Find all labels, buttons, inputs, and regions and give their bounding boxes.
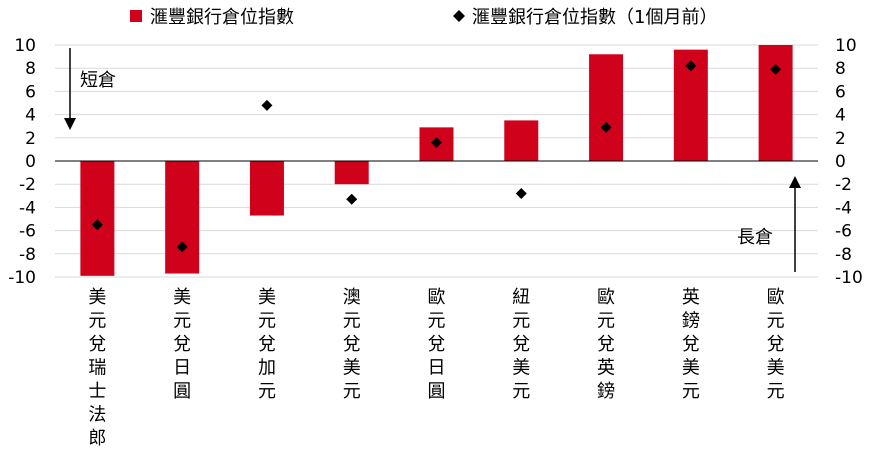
y-tick-label-left: -8 (19, 245, 36, 265)
point-marker (685, 60, 697, 72)
y-tick-label-right: -6 (835, 222, 852, 242)
long-label: 長倉 (737, 227, 773, 248)
x-category-label: 歐元兌日圓 (428, 287, 446, 402)
y-tick-label-left: -4 (19, 198, 36, 218)
bar (249, 161, 284, 216)
long-arrowhead (789, 176, 801, 188)
x-category-label: 紐元兌美元 (512, 287, 530, 402)
y-tick-label-right: -10 (835, 268, 863, 288)
y-tick-label-right: -2 (835, 175, 852, 195)
y-axis-right: 10 8 6 4 2 0 -2 -4 -6 -8 -10 (835, 36, 863, 288)
y-tick-label-right: 6 (835, 82, 846, 102)
y-tick-label-left: 0 (25, 152, 36, 172)
y-tick-label-left: 4 (25, 106, 36, 126)
legend-bar-swatch (130, 10, 142, 22)
bar-series (80, 45, 793, 276)
y-tick-label-left: 6 (25, 82, 36, 102)
bar (504, 120, 539, 161)
x-category-label: 歐元兌美元 (767, 287, 785, 402)
y-axis-left: 10 8 6 4 2 0 -2 -4 -6 -8 -10 (8, 36, 36, 288)
y-tick-label-left: 10 (14, 36, 36, 56)
short-arrowhead (64, 118, 76, 130)
bar (165, 161, 200, 274)
y-tick-label-left: -6 (19, 222, 36, 242)
y-tick-label-left: 8 (25, 59, 36, 79)
y-tick-label-left: -2 (19, 175, 36, 195)
legend-point-label: 滙豐銀行倉位指數（1個月前） (472, 7, 717, 28)
y-tick-label-left: 2 (25, 129, 36, 149)
bar (758, 45, 793, 161)
point-marker (770, 63, 782, 75)
bar (80, 161, 115, 276)
x-category-label: 美元兌加元 (258, 287, 276, 402)
legend-diamond-marker (453, 10, 465, 22)
point-series (91, 60, 782, 253)
y-tick-label-right: 4 (835, 106, 846, 126)
y-tick-label-right: 2 (835, 129, 846, 149)
point-marker (515, 187, 527, 199)
point-marker (261, 99, 273, 111)
point-marker (600, 121, 612, 133)
legend: 滙豐銀行倉位指數 滙豐銀行倉位指數（1個月前） (130, 7, 717, 28)
x-category-label: 英鎊兌美元 (682, 287, 700, 402)
y-tick-label-right: 8 (835, 59, 846, 79)
bar (589, 54, 624, 161)
y-tick-label-right: 10 (835, 36, 857, 56)
y-tick-label-right: -4 (835, 198, 852, 218)
y-tick-label-right: -8 (835, 245, 852, 265)
x-category-label: 美元兌日圓 (173, 287, 191, 402)
x-category-label: 澳元兌美元 (343, 287, 361, 402)
point-marker (346, 193, 358, 205)
long-annotation: 長倉 (737, 176, 801, 272)
x-category-label: 美元兌瑞士法郎 (88, 287, 106, 449)
point-marker (91, 219, 103, 231)
bar (334, 161, 369, 185)
legend-bar-label: 滙豐銀行倉位指數 (150, 7, 294, 28)
short-label: 短倉 (80, 70, 116, 91)
short-annotation: 短倉 (64, 48, 116, 130)
point-marker (431, 136, 442, 148)
x-category-label: 歐元兌英鎊 (597, 287, 615, 402)
point-marker (176, 241, 188, 253)
y-tick-label-right: 0 (835, 152, 846, 172)
y-tick-label-left: -10 (8, 268, 36, 288)
x-axis-categories: 美元兌瑞士法郎 美元兌日圓 美元兌加元 澳元兌美元 歐元兌日圓 紐元兌美元 歐元兌英鎊 英鎊兌… (88, 287, 784, 449)
